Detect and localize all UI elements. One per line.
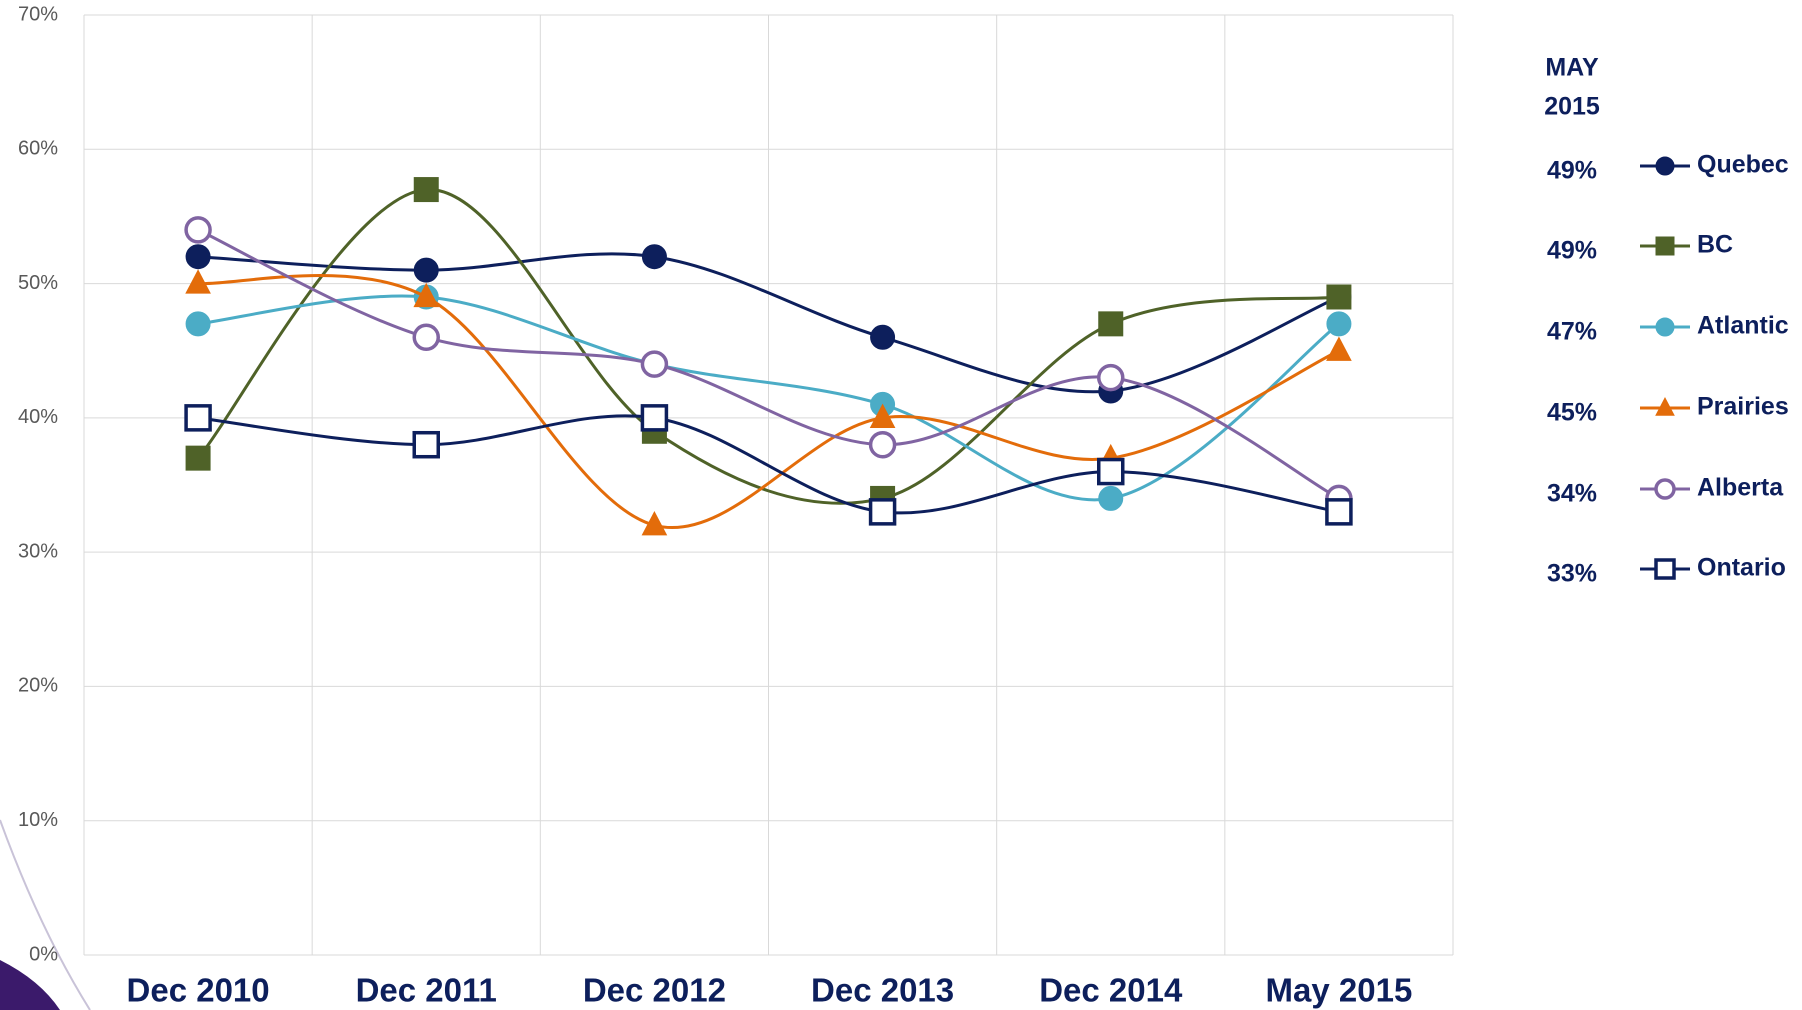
marker bbox=[1326, 336, 1352, 361]
marker bbox=[1326, 311, 1352, 337]
y-tick-label: 10% bbox=[18, 809, 58, 831]
marker bbox=[185, 269, 211, 294]
series-line bbox=[197, 274, 1340, 529]
marker bbox=[184, 216, 212, 244]
legend-label: Prairies bbox=[1697, 393, 1789, 421]
marker bbox=[1654, 478, 1676, 500]
marker bbox=[1098, 311, 1124, 337]
marker bbox=[1655, 156, 1675, 176]
marker bbox=[641, 511, 668, 536]
series-line bbox=[197, 294, 1340, 502]
marker bbox=[1325, 498, 1353, 526]
legend-value: 33% bbox=[1547, 560, 1597, 588]
y-tick-label: 20% bbox=[18, 675, 58, 697]
marker bbox=[1655, 397, 1675, 416]
legend-label: Atlantic bbox=[1697, 312, 1789, 340]
marker bbox=[413, 177, 439, 203]
marker bbox=[412, 430, 440, 459]
series-line bbox=[197, 414, 1340, 515]
marker bbox=[413, 282, 440, 308]
y-tick-label: 50% bbox=[18, 272, 58, 294]
decor-arc bbox=[0, 819, 91, 1010]
legend-label: BC bbox=[1697, 231, 1733, 259]
marker bbox=[1655, 317, 1675, 337]
y-tick-label: 0% bbox=[29, 943, 58, 965]
marker bbox=[185, 311, 211, 337]
legend-title: MAY 2015 bbox=[1544, 54, 1600, 121]
legend-label: Ontario bbox=[1697, 554, 1786, 582]
marker bbox=[1098, 485, 1124, 511]
y-tick-label: 70% bbox=[18, 3, 58, 25]
marker bbox=[1097, 457, 1125, 486]
marker bbox=[413, 257, 439, 283]
x-tick-label: Dec 2010 bbox=[127, 972, 270, 1009]
marker bbox=[868, 430, 897, 459]
x-tick-label: Dec 2012 bbox=[583, 972, 726, 1009]
marker bbox=[185, 445, 211, 471]
marker bbox=[869, 403, 896, 428]
marker bbox=[868, 498, 897, 526]
marker bbox=[412, 323, 440, 352]
legend-value: 47% bbox=[1547, 318, 1597, 346]
legend-title-line: MAY bbox=[1545, 54, 1599, 82]
legend-title-line: 2015 bbox=[1544, 93, 1600, 121]
y-tick-label: 30% bbox=[18, 540, 58, 562]
legend-value: 49% bbox=[1547, 157, 1597, 185]
legend-label: Quebec bbox=[1697, 151, 1789, 179]
marker bbox=[640, 404, 669, 432]
marker bbox=[641, 244, 667, 270]
legend-label: Alberta bbox=[1697, 474, 1784, 502]
marker bbox=[870, 324, 896, 350]
y-tick-label: 60% bbox=[18, 138, 58, 160]
marker bbox=[185, 244, 211, 270]
x-tick-label: Dec 2011 bbox=[356, 972, 497, 1009]
series-line bbox=[197, 228, 1340, 500]
x-tick-label: May 2015 bbox=[1266, 972, 1413, 1009]
marker bbox=[1655, 236, 1675, 256]
marker bbox=[1097, 363, 1125, 392]
x-tick-label: Dec 2014 bbox=[1039, 972, 1183, 1009]
legend-value: 49% bbox=[1547, 237, 1597, 265]
marker bbox=[1326, 284, 1352, 310]
marker bbox=[640, 350, 669, 378]
y-tick-label: 40% bbox=[18, 406, 58, 428]
decor-shape bbox=[0, 960, 60, 1010]
marker bbox=[1654, 558, 1676, 580]
legend-value: 45% bbox=[1547, 399, 1597, 427]
marker bbox=[184, 404, 212, 432]
x-tick-label: Dec 2013 bbox=[811, 972, 954, 1009]
legend-value: 34% bbox=[1547, 480, 1597, 508]
